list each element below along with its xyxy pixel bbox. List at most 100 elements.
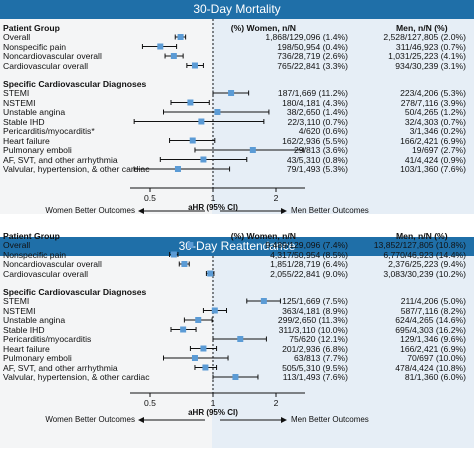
men-value: 3/1,346 (0.2%) <box>409 126 466 136</box>
left-arrowhead <box>138 417 144 423</box>
hr-marker <box>228 90 235 96</box>
men-value: 19/697 (2.7%) <box>412 145 466 155</box>
hr-marker <box>207 270 214 277</box>
men-value: 934/30,239 (3.1%) <box>395 60 466 71</box>
row-label: Noncardiovascular overall <box>3 51 102 61</box>
row-label: Stable IHD <box>3 324 45 335</box>
women-value: 4/620 (0.6%) <box>298 126 348 136</box>
women-value: 765/22,841 (3.3%) <box>277 60 348 71</box>
women-value: 180/4,181 (4.3%) <box>282 97 348 108</box>
row-label: AF, SVT, and other arrhythmia <box>3 154 118 165</box>
x-axis-label: aHR (95% CI) <box>188 203 238 212</box>
hr-marker <box>157 43 164 50</box>
hr-marker <box>177 34 184 40</box>
men-value: 478/4,424 (10.8%) <box>395 362 466 373</box>
row-label: Unstable angina <box>3 315 66 325</box>
right-arrowhead <box>281 208 287 214</box>
men-value: 166/2,421 (6.9%) <box>400 343 466 354</box>
right-background <box>212 256 474 448</box>
hr-marker <box>170 53 177 59</box>
forest-plot <box>130 19 305 214</box>
women-value: 75/620 (12.1%) <box>289 334 348 344</box>
x-axis-label: aHR (95% CI) <box>188 408 238 417</box>
women-value: 187/1,669 (11.2%) <box>277 88 348 98</box>
left-background <box>0 256 212 448</box>
hr-marker <box>232 374 239 380</box>
women-value: 79/1,493 (5.3%) <box>286 164 348 174</box>
women-value: 311/3,110 (10.0%) <box>278 324 348 335</box>
row-label: AF, SVT, and other arrhythmia <box>3 362 118 373</box>
men-value: 166/2,421 (6.9%) <box>400 135 466 146</box>
men-value: 103/1,360 (7.6%) <box>400 164 466 174</box>
row-label: Overall <box>3 32 31 42</box>
men-value: 70/697 (10.0%) <box>407 353 466 363</box>
men-value: 695/4,303 (16.2%) <box>395 324 466 335</box>
row-label: Heart failure <box>3 135 50 146</box>
left-arrow-label: Women Better Outcomes <box>45 206 135 215</box>
row-label: STEMI <box>3 296 30 306</box>
men-value: 32/4,303 (0.7%) <box>404 116 466 127</box>
right-arrow-label: Men Better Outcomes <box>291 415 369 424</box>
women-value: 363/4,181 (8.9%) <box>282 305 348 316</box>
row-label: NSTEMI <box>3 305 36 316</box>
row-label: Noncardiovascular overall <box>3 259 102 269</box>
hr-marker <box>181 261 188 267</box>
hr-marker <box>187 99 194 106</box>
group-header: Specific Cardiovascular Diagnoses <box>3 287 147 297</box>
men-value: 587/7,116 (8.2%) <box>400 305 466 316</box>
panel-title: 30-Day Reattendance <box>0 237 474 256</box>
row-label: Stable IHD <box>3 116 45 127</box>
x-tick-label: 1 <box>210 193 216 203</box>
women-value: 201/2,936 (6.8%) <box>282 343 348 354</box>
hr-marker <box>170 251 177 258</box>
row-label: Heart failure <box>3 343 50 354</box>
group-header: Patient Group <box>3 231 60 241</box>
women-value: 125/1,669 (7.5%) <box>282 296 348 306</box>
right-arrowhead <box>281 417 287 423</box>
women-value: 299/2,650 (11.3%) <box>277 315 348 325</box>
row-label: Unstable angina <box>3 107 66 117</box>
x-tick-label: 2 <box>273 398 279 408</box>
right-background <box>212 19 474 214</box>
men-value: 2,528/127,805 (2.0%) <box>383 32 466 42</box>
men-value: 81/1,360 (6.0%) <box>404 372 466 382</box>
men-value: 223/4,206 (5.3%) <box>400 88 466 98</box>
women-value: 113/1,493 (7.6%) <box>282 372 348 382</box>
men-value: 13,852/127,805 (10.8%) <box>373 240 466 250</box>
hr-marker <box>189 137 196 144</box>
men-value: 1,031/25,223 (4.1%) <box>388 51 466 61</box>
x-tick-label: 0.5 <box>144 193 156 203</box>
hr-marker <box>202 364 209 371</box>
women-value: 1,868/129,096 (1.4%) <box>265 32 348 42</box>
row-label: NSTEMI <box>3 97 36 108</box>
hr-marker <box>260 298 267 304</box>
hr-marker <box>249 147 256 153</box>
men-column-header: Men, n/N (%) <box>396 23 448 33</box>
x-tick-label: 0.5 <box>144 398 156 408</box>
men-value: 2,376/25,223 (9.4%) <box>388 259 466 269</box>
x-tick-label: 2 <box>273 193 279 203</box>
reattendance-panel: 30-Day Reattendance Women, n/N (%) Men, n… <box>0 231 474 467</box>
row-label: Overall <box>3 240 31 250</box>
men-value: 211/4,206 (5.0%) <box>400 296 466 306</box>
hr-marker <box>191 62 198 69</box>
men-value: 129/1,346 (9.6%) <box>400 334 466 344</box>
men-value: 624/4,265 (14.6%) <box>395 315 466 325</box>
hr-marker <box>195 317 202 323</box>
hr-marker <box>200 156 207 163</box>
left-background <box>0 19 212 214</box>
women-value: 43/5,310 (0.8%) <box>286 154 348 165</box>
left-arrowhead <box>138 208 144 214</box>
group-header: Specific Cardiovascular Diagnoses <box>3 79 147 89</box>
men-value: 6,770/46,923 (14.4%) <box>383 249 466 260</box>
row-label: Cardiovascular overall <box>3 268 89 279</box>
left-arrow-label: Women Better Outcomes <box>45 415 135 424</box>
row-label: Pericarditis/myocarditis <box>3 334 92 344</box>
row-label: Pulmonary emboli <box>3 353 72 363</box>
women-value: 9,489/129,096 (7.4%) <box>265 240 348 250</box>
women-value: 505/5,310 (9.5%) <box>282 362 348 373</box>
women-value: 29/813 (3.6%) <box>294 145 348 155</box>
women-value: 2,055/22,841 (9.0%) <box>270 268 348 279</box>
forest-plot <box>130 242 305 423</box>
panel-title: 30-Day Mortality <box>0 0 474 19</box>
